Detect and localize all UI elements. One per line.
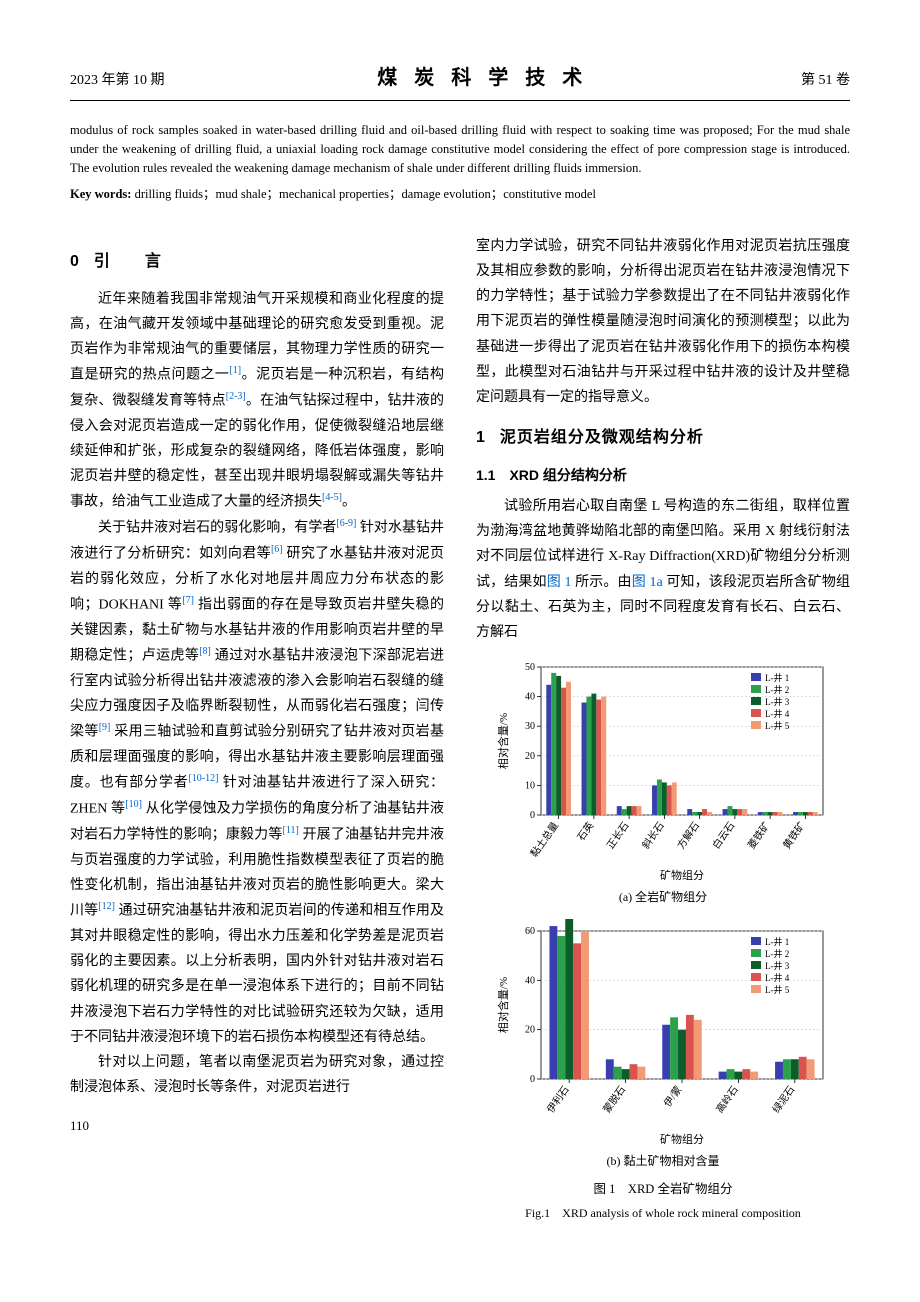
keywords-en: Key words: drilling fluids；mud shale；mec… — [70, 183, 850, 206]
figure-1a: 0 10 20 30 40 50 相对含量/% 黏土总量石英正长石斜长石方解石白云石菱铁矿黄铁… — [476, 655, 850, 909]
para-right-2: 试验所用岩心取自南堡 L 号构造的东二街组，取样位置为渤海湾盆地黄骅坳陷北部的南… — [476, 494, 850, 645]
para-right-1: 室内力学试验，研究不同钻井液弱化作用对泥页岩抗压强度及其相应参数的影响，分析得出… — [476, 234, 850, 410]
svg-text:L-井 2: L-井 2 — [765, 684, 789, 695]
svg-text:L-井 4: L-井 4 — [765, 972, 790, 983]
right-column: 室内力学试验，研究不同钻井液弱化作用对泥页岩抗压强度及其相应参数的影响，分析得出… — [476, 234, 850, 1225]
fig1a-ref[interactable]: 图 1a — [632, 575, 663, 590]
svg-text:20: 20 — [525, 751, 535, 762]
figure-1b: 0204060相对含量/%伊利石蒙脱石伊/蒙高岭石绿泥石矿物组分L-井 1L-井… — [476, 919, 850, 1173]
ref-10-12[interactable]: [10-12] — [188, 773, 218, 784]
chart-b-svg: 0204060相对含量/%伊利石蒙脱石伊/蒙高岭石绿泥石矿物组分L-井 1L-井… — [493, 919, 833, 1149]
svg-text:伊/蒙: 伊/蒙 — [661, 1083, 685, 1109]
journal-title: 煤 炭 科 学 技 术 — [377, 60, 588, 96]
svg-text:L-井 1: L-井 1 — [765, 672, 789, 683]
svg-text:菱铁矿: 菱铁矿 — [745, 819, 773, 851]
svg-text:绿泥石: 绿泥石 — [769, 1083, 797, 1115]
svg-text:方解石: 方解石 — [674, 819, 702, 851]
svg-text:相对含量/%: 相对含量/% — [496, 713, 510, 769]
svg-text:50: 50 — [525, 662, 535, 673]
ref-6-9[interactable]: [6-9] — [336, 518, 356, 529]
subsection-1-1-heading: 1.1 XRD 组分结构分析 — [476, 463, 850, 488]
ref-9[interactable]: [9] — [99, 722, 111, 733]
svg-text:L-井 2: L-井 2 — [765, 948, 789, 959]
svg-text:黄铁矿: 黄铁矿 — [780, 819, 808, 851]
sec1-num: 1 — [476, 429, 486, 446]
svg-text:L-井 3: L-井 3 — [765, 960, 790, 971]
svg-text:白云石: 白云石 — [709, 819, 737, 851]
svg-text:L-井 3: L-井 3 — [765, 696, 790, 707]
sec0-num: 0 — [70, 253, 80, 270]
ref-6[interactable]: [6] — [271, 544, 283, 555]
left-column: 0 引 言 近年来随着我国非常规油气开采规模和商业化程度的提高，在油气藏开发领域中… — [70, 234, 444, 1225]
chart-a-svg: 0 10 20 30 40 50 相对含量/% 黏土总量石英正长石斜长石方解石白云石菱铁矿黄铁… — [493, 655, 833, 885]
ref-11[interactable]: [11] — [283, 825, 299, 836]
body-columns: 0 引 言 近年来随着我国非常规油气开采规模和商业化程度的提高，在油气藏开发领域中… — [70, 234, 850, 1225]
header-issue: 2023 年第 10 期 — [70, 68, 165, 93]
fig1-title-cn: 图 1 XRD 全岩矿物组分 — [476, 1178, 850, 1201]
ref-2-3[interactable]: [2-3] — [226, 391, 246, 402]
svg-text:L-井 5: L-井 5 — [765, 720, 790, 731]
svg-text:60: 60 — [525, 926, 535, 937]
sec0-title: 引 言 — [94, 253, 162, 270]
svg-text:10: 10 — [525, 781, 535, 792]
svg-text:斜长石: 斜长石 — [639, 819, 667, 851]
ref-4-5[interactable]: [4-5] — [322, 492, 342, 503]
sec1-title: 泥页岩组分及微观结构分析 — [500, 429, 704, 446]
svg-text:40: 40 — [525, 692, 535, 703]
para-left-2: 关于钻井液对岩石的弱化影响，有学者[6-9] 针对水基钻井液进行了分析研究：如刘… — [70, 515, 444, 1050]
ref-1[interactable]: [1] — [229, 365, 241, 376]
svg-text:石英: 石英 — [574, 819, 596, 843]
ref-7[interactable]: [7] — [182, 595, 194, 606]
abstract-en: modulus of rock samples soaked in water-… — [70, 121, 850, 177]
ref-12[interactable]: [12] — [98, 901, 115, 912]
keywords-text: drilling fluids；mud shale；mechanical pro… — [131, 187, 595, 201]
ref-10[interactable]: [10] — [125, 799, 142, 810]
svg-text:0: 0 — [530, 810, 535, 821]
svg-text:矿物组分: 矿物组分 — [660, 868, 704, 882]
section-0-heading: 0 引 言 — [70, 248, 444, 277]
svg-text:高岭石: 高岭石 — [713, 1083, 741, 1115]
svg-text:黏土总量: 黏土总量 — [527, 819, 561, 859]
svg-text:L-井 5: L-井 5 — [765, 984, 790, 995]
chart-a-caption: (a) 全岩矿物组分 — [476, 887, 850, 909]
fig1-title-en: Fig.1 XRD analysis of whole rock mineral… — [476, 1203, 850, 1225]
para-left-1: 近年来随着我国非常规油气开采规模和商业化程度的提高，在油气藏开发领域中基础理论的… — [70, 287, 444, 516]
svg-text:0: 0 — [530, 1074, 535, 1085]
svg-text:20: 20 — [525, 1024, 535, 1035]
svg-text:L-井 4: L-井 4 — [765, 708, 790, 719]
chart-b-caption: (b) 黏土矿物相对含量 — [476, 1151, 850, 1173]
page-number: 110 — [70, 1114, 444, 1137]
keywords-label: Key words: — [70, 187, 131, 201]
svg-text:40: 40 — [525, 975, 535, 986]
svg-text:正长石: 正长石 — [605, 820, 632, 851]
para-left-3: 针对以上问题，笔者以南堡泥页岩为研究对象，通过控制浸泡体系、浸泡时长等条件，对泥… — [70, 1050, 444, 1100]
svg-text:L-井 1: L-井 1 — [765, 936, 789, 947]
svg-text:30: 30 — [525, 721, 535, 732]
section-1-heading: 1 泥页岩组分及微观结构分析 — [476, 424, 850, 453]
ref-8[interactable]: [8] — [199, 646, 211, 657]
svg-text:伊利石: 伊利石 — [545, 1084, 572, 1115]
header-volume: 第 51 卷 — [801, 68, 850, 93]
svg-text:相对含量/%: 相对含量/% — [496, 977, 510, 1033]
page-header: 2023 年第 10 期 煤 炭 科 学 技 术 第 51 卷 — [70, 60, 850, 101]
svg-text:矿物组分: 矿物组分 — [660, 1132, 704, 1146]
svg-text:蒙脱石: 蒙脱石 — [600, 1083, 628, 1115]
fig1-ref[interactable]: 图 1 — [547, 575, 572, 590]
